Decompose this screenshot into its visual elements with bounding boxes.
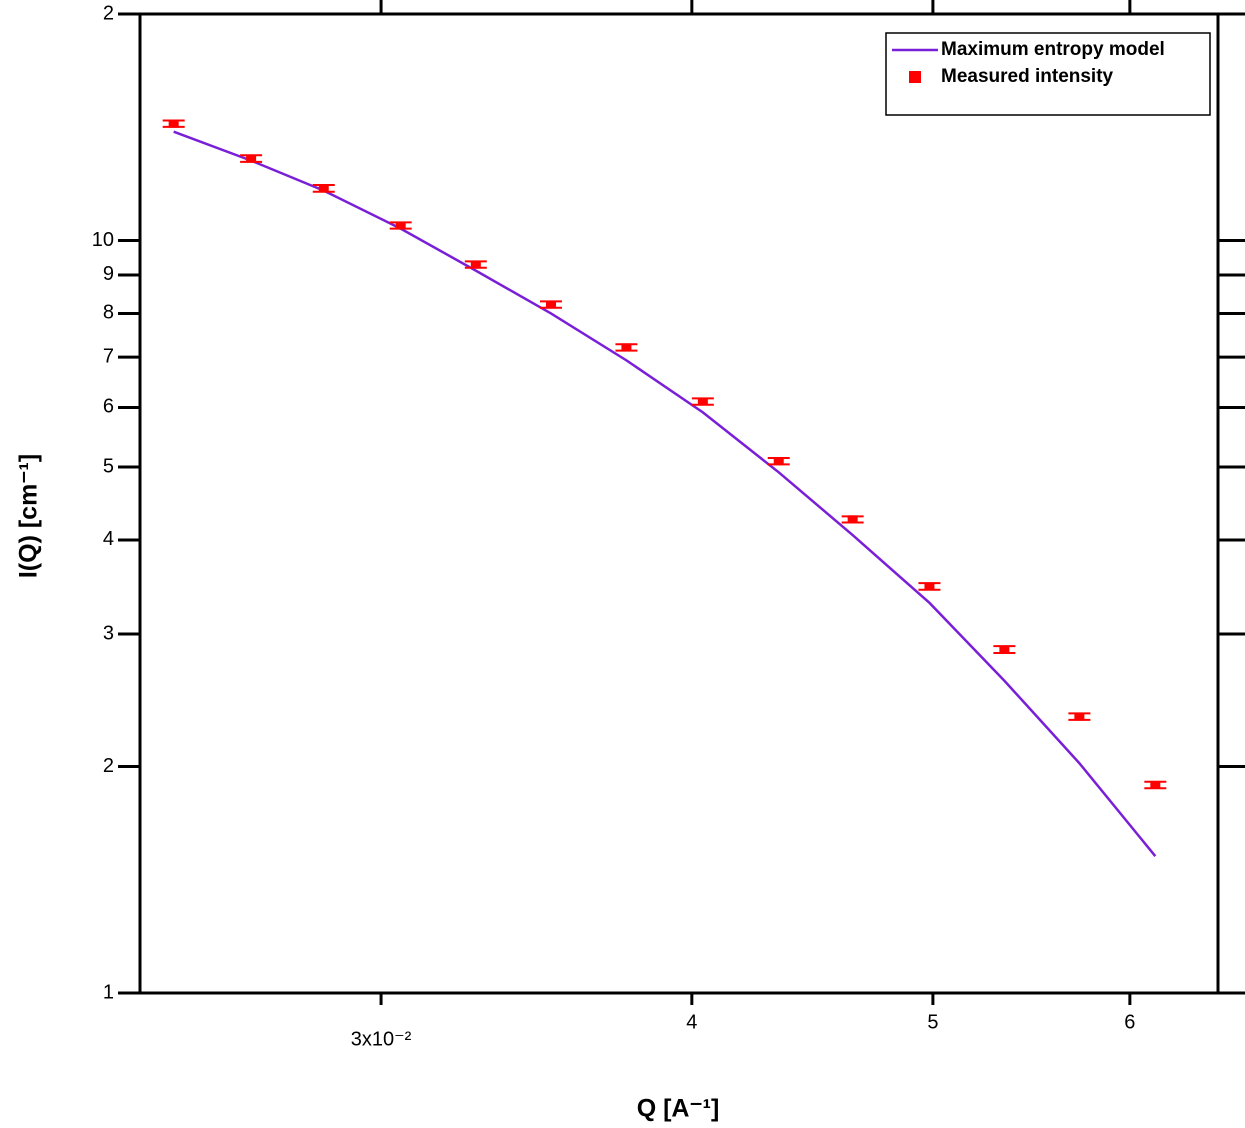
data-point <box>1074 712 1085 721</box>
legend-label: Maximum entropy model <box>941 39 1165 60</box>
data-point <box>847 515 858 524</box>
legend-label: Measured intensity <box>941 66 1114 87</box>
x-tick-label: 5 <box>927 1011 938 1033</box>
y-tick-label: 9 <box>103 263 114 285</box>
y-tick-label: 7 <box>103 345 114 367</box>
x-tick-label: 3x10⁻² <box>351 1028 412 1050</box>
data-point <box>470 260 481 269</box>
data-point <box>621 343 632 352</box>
legend-box <box>885 32 1211 116</box>
y-tick-label: 3 <box>103 622 114 644</box>
data-point <box>395 221 406 230</box>
y-tick-label: 10 <box>92 229 114 251</box>
data-point <box>1150 780 1161 789</box>
y-tick-label: 8 <box>103 302 114 324</box>
y-tick-label: 5 <box>103 455 114 477</box>
data-point <box>318 184 329 193</box>
y-tick-label: 6 <box>103 396 114 418</box>
data-point <box>168 119 179 128</box>
x-tick-label: 4 <box>686 1011 697 1033</box>
y-axis-title: I(Q) [cm⁻¹] <box>15 454 43 578</box>
data-point <box>246 154 257 163</box>
data-point <box>697 397 708 406</box>
y-tick-label: 4 <box>103 528 114 550</box>
data-point <box>545 300 556 309</box>
y-tick-label: 2 <box>103 2 114 24</box>
data-point <box>924 582 935 591</box>
y-tick-label: 2 <box>103 755 114 777</box>
data-point <box>773 457 784 466</box>
plot-frame <box>138 12 1220 995</box>
x-axis-title: Q [A⁻¹] <box>637 1095 720 1123</box>
model-line <box>173 130 1157 857</box>
y-tick-label: 1 <box>103 981 114 1003</box>
x-tick-label: 6 <box>1124 1011 1135 1033</box>
legend-marker <box>909 71 921 83</box>
data-point <box>999 645 1010 654</box>
